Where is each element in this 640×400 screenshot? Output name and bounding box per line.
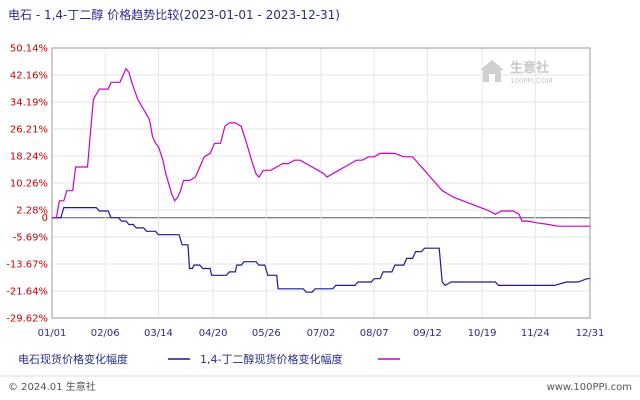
- x-tick-label: 09/12: [413, 328, 442, 339]
- x-tick-label: 03/14: [144, 328, 173, 339]
- legend-label-series2: 1,4-丁二醇现货价格变化幅度: [200, 352, 342, 366]
- footer-copyright: © 2024.01 生意社: [8, 380, 96, 393]
- y-tick-label: 18.24%: [10, 151, 48, 162]
- footer-site-link[interactable]: www.100PPI.com: [547, 382, 632, 393]
- y-tick-label: 0: [42, 213, 48, 224]
- watermark-name: 生意社: [510, 60, 549, 76]
- y-tick-label: 34.19%: [10, 97, 48, 108]
- x-tick-label: 04/20: [199, 328, 228, 339]
- house-logo-icon: [480, 60, 504, 82]
- legend-label-series1: 电石现货价格变化幅度: [18, 352, 128, 366]
- y-tick-label: -21.64%: [6, 286, 48, 297]
- chart-title: 电石 - 1,4-丁二醇 价格趋势比较(2023-01-01 - 2023-12…: [8, 8, 340, 22]
- series-line-2: [52, 67, 590, 227]
- y-axis-ticks: 50.14% 42.16% 34.19% 26.21% 18.24% 10.26% 2.28…: [6, 44, 48, 325]
- y-tick-label: 42.16%: [10, 71, 48, 82]
- y-tick-label: -13.67%: [6, 260, 48, 271]
- watermark-logo: 生意社 100PPI.COM: [480, 60, 553, 85]
- y-tick-label: -29.62%: [6, 314, 48, 325]
- grid-lines: [51, 47, 591, 319]
- legend: 电石现货价格变化幅度 1,4-丁二醇现货价格变化幅度: [18, 352, 400, 366]
- x-axis-ticks: 01/01 02/06 03/14 04/20 05/26 07/02 08/07 09/12…: [38, 328, 605, 339]
- watermark-url: 100PPI.COM: [510, 77, 553, 85]
- series-line-1: [52, 207, 590, 293]
- y-tick-label: 2.28%: [16, 206, 48, 217]
- x-tick-label: 08/07: [360, 328, 389, 339]
- x-tick-label: 10/19: [468, 328, 497, 339]
- plot-frame: [51, 47, 591, 319]
- series-lines: [52, 67, 590, 293]
- y-tick-label: 50.14%: [10, 44, 48, 55]
- x-tick-label: 07/02: [307, 328, 336, 339]
- x-tick-label: 11/24: [521, 328, 550, 339]
- x-tick-label: 12/31: [576, 328, 605, 339]
- x-tick-label: 01/01: [38, 328, 67, 339]
- y-tick-label: 26.21%: [10, 125, 48, 136]
- x-tick-label: 02/06: [91, 328, 120, 339]
- y-tick-label: 10.26%: [10, 179, 48, 190]
- y-tick-label: -5.69%: [13, 232, 48, 243]
- x-tick-label: 05/26: [252, 328, 281, 339]
